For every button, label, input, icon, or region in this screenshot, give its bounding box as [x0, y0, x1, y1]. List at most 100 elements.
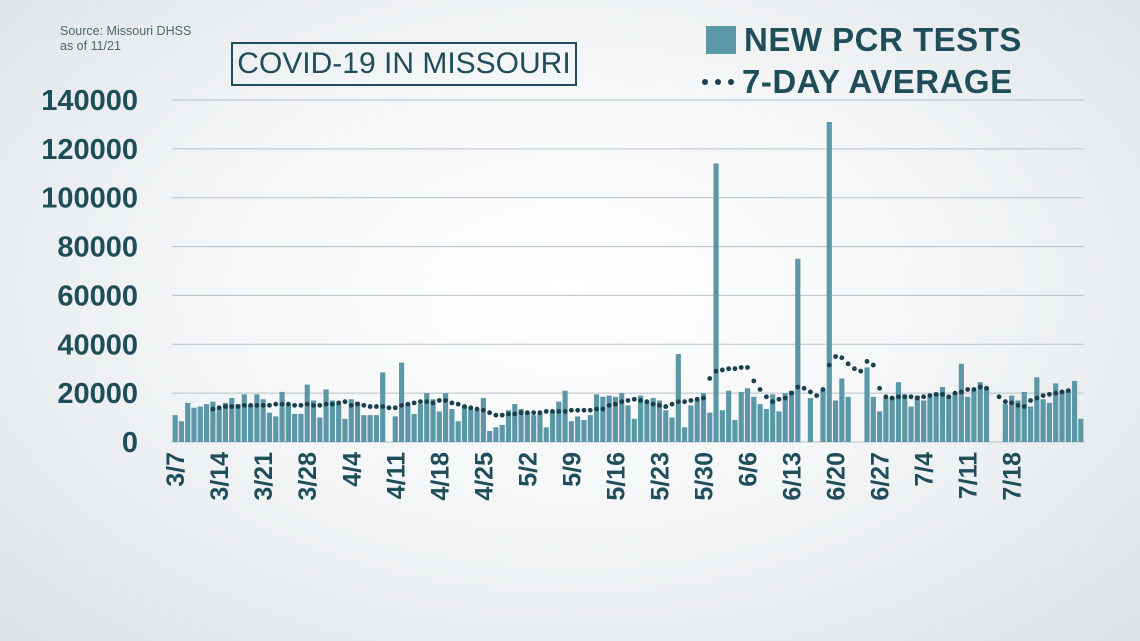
bar [524, 412, 530, 442]
bar [581, 420, 587, 442]
average-dot [380, 404, 386, 409]
average-dot [1053, 390, 1059, 396]
average-dot [531, 410, 537, 416]
bar [807, 398, 813, 442]
x-tick-label: 6/6 [735, 452, 763, 487]
bar [1034, 377, 1040, 442]
bar [782, 393, 788, 442]
x-tick-label: 3/28 [294, 452, 322, 501]
bar [656, 400, 663, 442]
bar [304, 384, 310, 442]
average-dot [342, 399, 348, 405]
bar [832, 400, 839, 442]
average-dot [675, 399, 681, 405]
bar [336, 404, 342, 442]
average-dot [518, 410, 524, 416]
bar [455, 421, 461, 442]
bar [895, 382, 902, 442]
bars [172, 121, 1084, 443]
average-dot [770, 399, 776, 405]
chart-title: COVID-19 IN MISSOURI [231, 42, 577, 86]
average-dots [210, 354, 1071, 418]
average-dot [751, 378, 757, 384]
average-dot [858, 368, 864, 374]
bar [411, 413, 417, 442]
bar [726, 390, 732, 442]
average-dot [329, 401, 335, 407]
bar [612, 396, 618, 442]
bar [285, 404, 291, 442]
bar [939, 387, 946, 442]
bar [499, 424, 505, 442]
average-dot [1009, 400, 1015, 406]
x-tick-label: 4/11 [382, 452, 410, 499]
bar [631, 418, 637, 442]
average-dot [984, 385, 989, 391]
bar [405, 404, 411, 442]
average-dot [374, 404, 379, 409]
average-dot [845, 361, 851, 367]
bar [392, 416, 398, 442]
x-tick-label: 6/20 [823, 452, 851, 501]
average-dot [940, 391, 945, 397]
bar [845, 396, 851, 442]
bar [1015, 400, 1021, 442]
average-dot [311, 402, 316, 408]
y-tick-label: 100000 [41, 183, 138, 215]
x-tick-label: 5/16 [602, 452, 630, 501]
average-dot [763, 394, 769, 400]
bar [593, 394, 600, 442]
bar [663, 410, 669, 442]
bar [417, 404, 424, 442]
bar [700, 393, 707, 442]
average-dot [575, 407, 581, 413]
average-dot [436, 398, 442, 403]
average-dot [455, 401, 461, 407]
average-dot [889, 395, 895, 401]
legend-item-bars: NEW PCR TESTS [700, 20, 1022, 60]
bar [946, 395, 952, 442]
legend-label-bars: NEW PCR TESTS [744, 21, 1022, 58]
average-dot [713, 368, 719, 374]
average-dot [877, 385, 882, 391]
bar [317, 417, 323, 442]
bar [763, 409, 769, 442]
average-dot [298, 402, 304, 408]
bar [1053, 383, 1059, 442]
bar [443, 393, 449, 442]
average-dot [927, 393, 933, 398]
average-dot [657, 402, 662, 408]
average-dot [229, 404, 235, 409]
bar [556, 401, 562, 442]
bar [260, 399, 266, 442]
bar [606, 395, 612, 442]
bar [751, 396, 757, 442]
source-line: Source: Missouri DHSS [60, 24, 192, 38]
bar [531, 415, 537, 442]
x-tick-label: 7/4 [911, 452, 939, 487]
x-tick-label: 4/18 [426, 452, 454, 501]
average-dot [285, 401, 291, 407]
bar [266, 412, 273, 442]
source-note: Source: Missouri DHSS as of 11/21 [60, 24, 191, 54]
average-dot [701, 395, 706, 401]
bar [505, 410, 512, 442]
bar [744, 388, 751, 442]
average-dot [587, 407, 593, 413]
bar [795, 258, 801, 442]
bar [1059, 390, 1065, 442]
x-tick-label: 3/7 [162, 452, 190, 487]
average-dot [694, 396, 700, 402]
x-axis-ticks: 3/7 3/14 3/21 3/28 4/4 4/11 4/18 4/25 5/2 5/9 5/16… [162, 452, 1027, 501]
average-dot [776, 396, 782, 402]
y-tick-label: 0 [122, 427, 138, 459]
average-dot [493, 412, 499, 418]
average-dot [399, 402, 404, 408]
bar [877, 411, 883, 442]
average-dot [386, 405, 392, 411]
average-dot [757, 387, 763, 392]
bar [757, 404, 763, 442]
average-dot [1021, 404, 1027, 409]
bar [682, 427, 688, 442]
x-tick-label: 7/11 [955, 452, 983, 499]
